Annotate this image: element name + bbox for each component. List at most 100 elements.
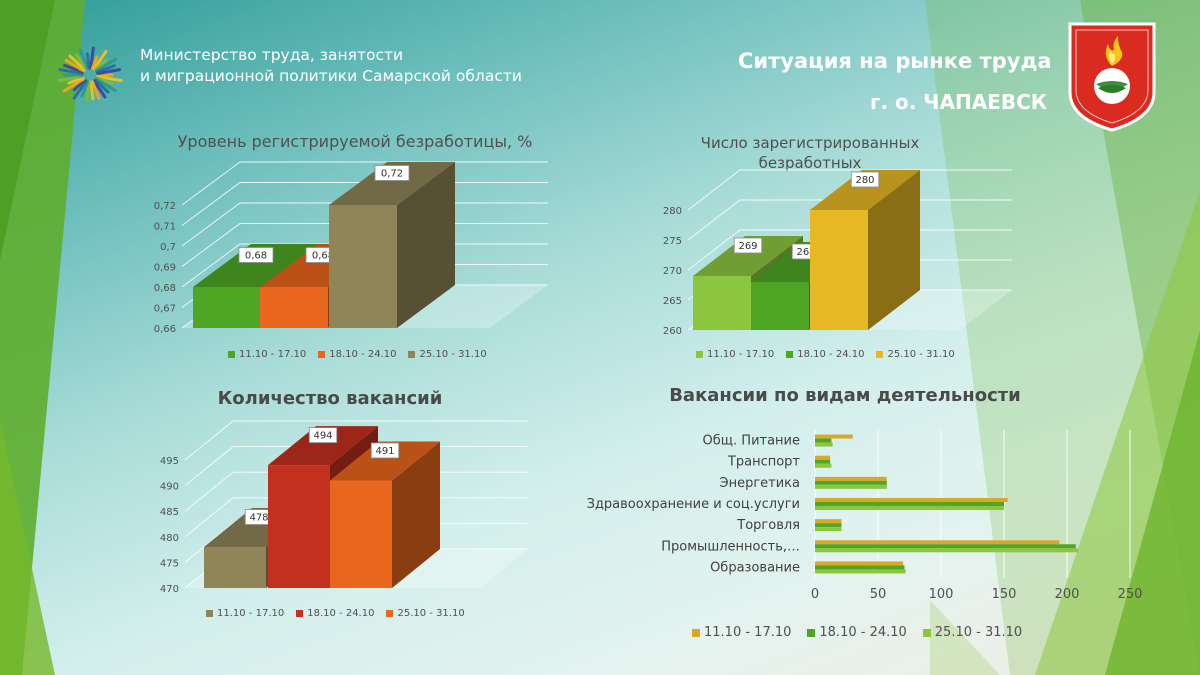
legend-swatch	[408, 351, 416, 358]
y-tick-label: 0,72	[154, 201, 176, 212]
bar-value-label: 269	[738, 241, 757, 252]
y-tick-label: 0,67	[154, 304, 176, 315]
page-title: Ситуация на рынке труда	[738, 49, 1052, 73]
bar-3: 491	[330, 441, 440, 588]
legend-label: 11.10 - 17.10	[217, 608, 285, 619]
legend-label: 11.10 - 17.10	[704, 625, 792, 640]
legend-item: 11.10 - 17.10	[696, 349, 774, 360]
ministry-logo	[57, 46, 123, 103]
legend-label: 25.10 - 31.10	[397, 608, 465, 619]
legend-swatch	[206, 610, 213, 617]
bar-2	[815, 565, 905, 570]
legend-swatch	[922, 628, 931, 637]
legend-label: 18.10 - 24.10	[819, 625, 907, 640]
bar-1	[815, 434, 853, 439]
x-tick-label: 150	[992, 587, 1017, 602]
y-tick-label: 475	[160, 558, 179, 569]
x-tick-label: 50	[870, 587, 887, 602]
legend-item: 25.10 - 31.10	[408, 349, 487, 360]
legend-label: 18.10 - 24.10	[329, 349, 397, 360]
x-tick-label: 200	[1055, 587, 1080, 602]
bar-value-label: 0,72	[381, 169, 403, 180]
x-tick-label: 100	[929, 587, 954, 602]
category-label: Общ. Питание	[703, 434, 800, 449]
category-label: Здравоохранение и соц.услуги	[587, 497, 800, 512]
bar-3	[815, 463, 832, 468]
legend-item: 18.10 - 24.10	[296, 608, 374, 619]
bar-value-label: 0,68	[245, 251, 267, 262]
legend-item: 18.10 - 24.10	[318, 349, 396, 360]
legend-item: 25.10 - 31.10	[876, 349, 955, 360]
y-tick-label: 470	[160, 584, 179, 595]
x-tick-label: 0	[811, 587, 819, 602]
legend-swatch	[696, 351, 703, 358]
category-label: Образование	[710, 560, 800, 575]
legend-item: 18.10 - 24.10	[807, 625, 907, 640]
bar-2	[815, 438, 832, 443]
bar-3: 280	[810, 170, 920, 330]
bar-value-label: 268	[796, 247, 815, 258]
legend-swatch	[786, 351, 794, 358]
y-tick-label: 485	[160, 507, 179, 518]
legend-swatch	[876, 351, 884, 358]
legend-swatch	[386, 610, 394, 617]
bar-3	[815, 548, 1079, 553]
legend-label: 25.10 - 31.10	[419, 349, 487, 360]
category-label: Транспорт	[727, 455, 801, 470]
legend-item: 25.10 - 31.10	[386, 608, 465, 619]
legend-label: 11.10 - 17.10	[239, 349, 307, 360]
legend-item: 18.10 - 24.10	[786, 349, 864, 360]
legend-item: 25.10 - 31.10	[922, 625, 1023, 640]
bar-2	[815, 523, 842, 528]
y-tick-label: 490	[160, 482, 179, 493]
y-tick-label: 480	[160, 533, 179, 544]
y-tick-label: 0,69	[154, 263, 176, 274]
bar-2	[815, 459, 831, 464]
y-tick-label: 0,66	[154, 324, 176, 335]
y-tick-label: 495	[160, 456, 179, 467]
city-coat-of-arms	[1068, 22, 1156, 132]
y-tick-label: 270	[663, 266, 682, 277]
legend-label: 11.10 - 17.10	[707, 349, 775, 360]
bar-1	[815, 540, 1060, 545]
category-label: Энергетика	[720, 476, 801, 491]
legend-item: 11.10 - 17.10	[692, 625, 791, 640]
registered-unemployed-chart-title: Число зарегистрированных безработных	[700, 134, 920, 172]
legend-label: 18.10 - 24.10	[797, 349, 865, 360]
legend-label: 18.10 - 24.10	[307, 608, 375, 619]
bar-3	[815, 527, 842, 532]
y-tick-label: 265	[663, 296, 682, 307]
y-tick-label: 275	[663, 236, 682, 247]
vacancies-by-activity-legend: 11.10 - 17.10 18.10 - 24.10 25.10 - 31.10	[692, 625, 1022, 640]
bar-1	[815, 561, 904, 566]
y-tick-label: 0,71	[154, 222, 176, 233]
vacancies-count-chart-title: Количество вакансий	[217, 388, 443, 409]
bar-3	[815, 506, 1004, 510]
bar-3	[815, 442, 833, 447]
unemployment-rate-chart-title: Уровень регистрируемой безработицы, %	[177, 132, 533, 151]
bar-1	[815, 498, 1008, 502]
ministry-name-line-1: Министерство труда, занятости	[140, 46, 404, 64]
legend-label: 25.10 - 31.10	[887, 349, 955, 360]
registered-unemployed-legend: 11.10 - 17.10 18.10 - 24.10 25.10 - 31.10	[696, 349, 955, 360]
vacancies-by-activity-chart-title: Вакансии по видам деятельности	[669, 385, 1021, 406]
bar-1	[815, 455, 831, 460]
bar-3: 0,72	[329, 162, 455, 328]
bar-value-label: 494	[313, 431, 332, 442]
ministry-name-line-2: и миграционной политики Самарской област…	[140, 67, 522, 85]
y-tick-label: 0,7	[160, 242, 176, 253]
legend-swatch	[318, 351, 326, 358]
vacancies-count-legend: 11.10 - 17.10 18.10 - 24.10 25.10 - 31.10	[206, 608, 465, 619]
bar-1	[815, 476, 887, 481]
y-tick-label: 280	[663, 206, 682, 217]
category-label: Торговля	[736, 518, 800, 533]
legend-label: 25.10 - 31.10	[934, 625, 1023, 640]
x-tick-label: 250	[1118, 587, 1143, 602]
bar-2	[815, 544, 1076, 549]
category-label: Промышленность,…	[661, 539, 800, 554]
bar-3	[815, 484, 887, 489]
